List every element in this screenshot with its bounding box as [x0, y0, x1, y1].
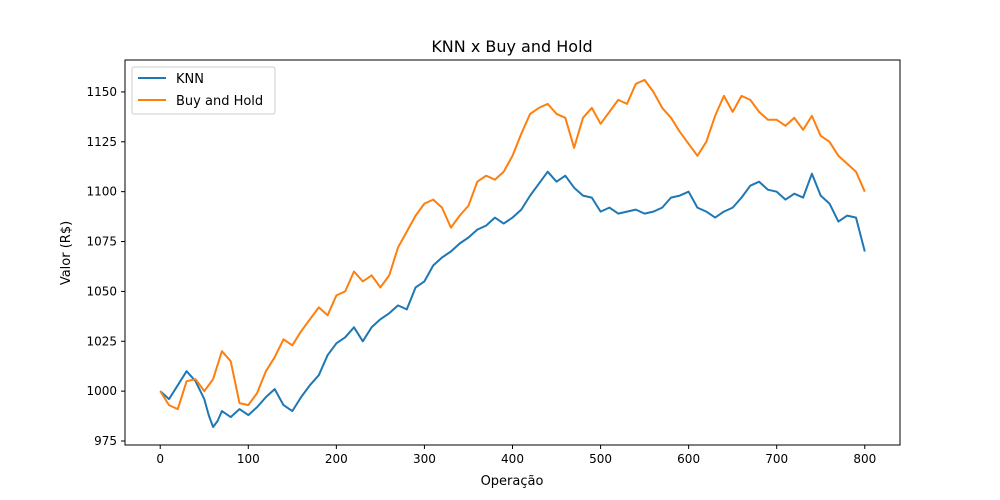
y-tick-label: 975 — [94, 434, 117, 448]
y-tick-label: 1150 — [86, 85, 117, 99]
x-tick-label: 800 — [853, 452, 876, 466]
series-line-knn — [159, 170, 866, 428]
x-axis: 0 100 200 300 400 500 600 700 800 — [156, 445, 876, 466]
y-axis: 975 1000 1025 1050 1075 1100 1125 1150 — [86, 85, 125, 448]
x-tick-label: 700 — [765, 452, 788, 466]
y-tick-label: 1000 — [86, 384, 117, 398]
y-tick-label: 1100 — [86, 185, 117, 199]
legend-label-buy-and-hold: Buy and Hold — [176, 94, 263, 109]
legend-box — [131, 66, 276, 115]
x-tick-label: 300 — [413, 452, 436, 466]
legend: KNN Buy and Hold — [131, 66, 276, 115]
x-tick-label: 500 — [589, 452, 612, 466]
legend-label-knn: KNN — [176, 72, 204, 87]
x-tick-label: 400 — [501, 452, 524, 466]
x-tick-label: 100 — [237, 452, 260, 466]
y-tick-label: 1075 — [86, 235, 117, 249]
y-tick-label: 1025 — [86, 334, 117, 348]
series-line-buy-and-hold — [159, 78, 866, 411]
x-axis-label: Operação — [481, 474, 544, 489]
y-tick-label: 1050 — [86, 284, 117, 298]
y-axis-label: Valor (R$) — [59, 221, 74, 285]
y-tick-label: 1125 — [86, 135, 117, 149]
x-tick-label: 200 — [325, 452, 348, 466]
x-tick-label: 600 — [677, 452, 700, 466]
chart-title: KNN x Buy and Hold — [431, 37, 592, 56]
x-tick-label: 0 — [156, 452, 164, 466]
series-layer — [159, 78, 866, 428]
